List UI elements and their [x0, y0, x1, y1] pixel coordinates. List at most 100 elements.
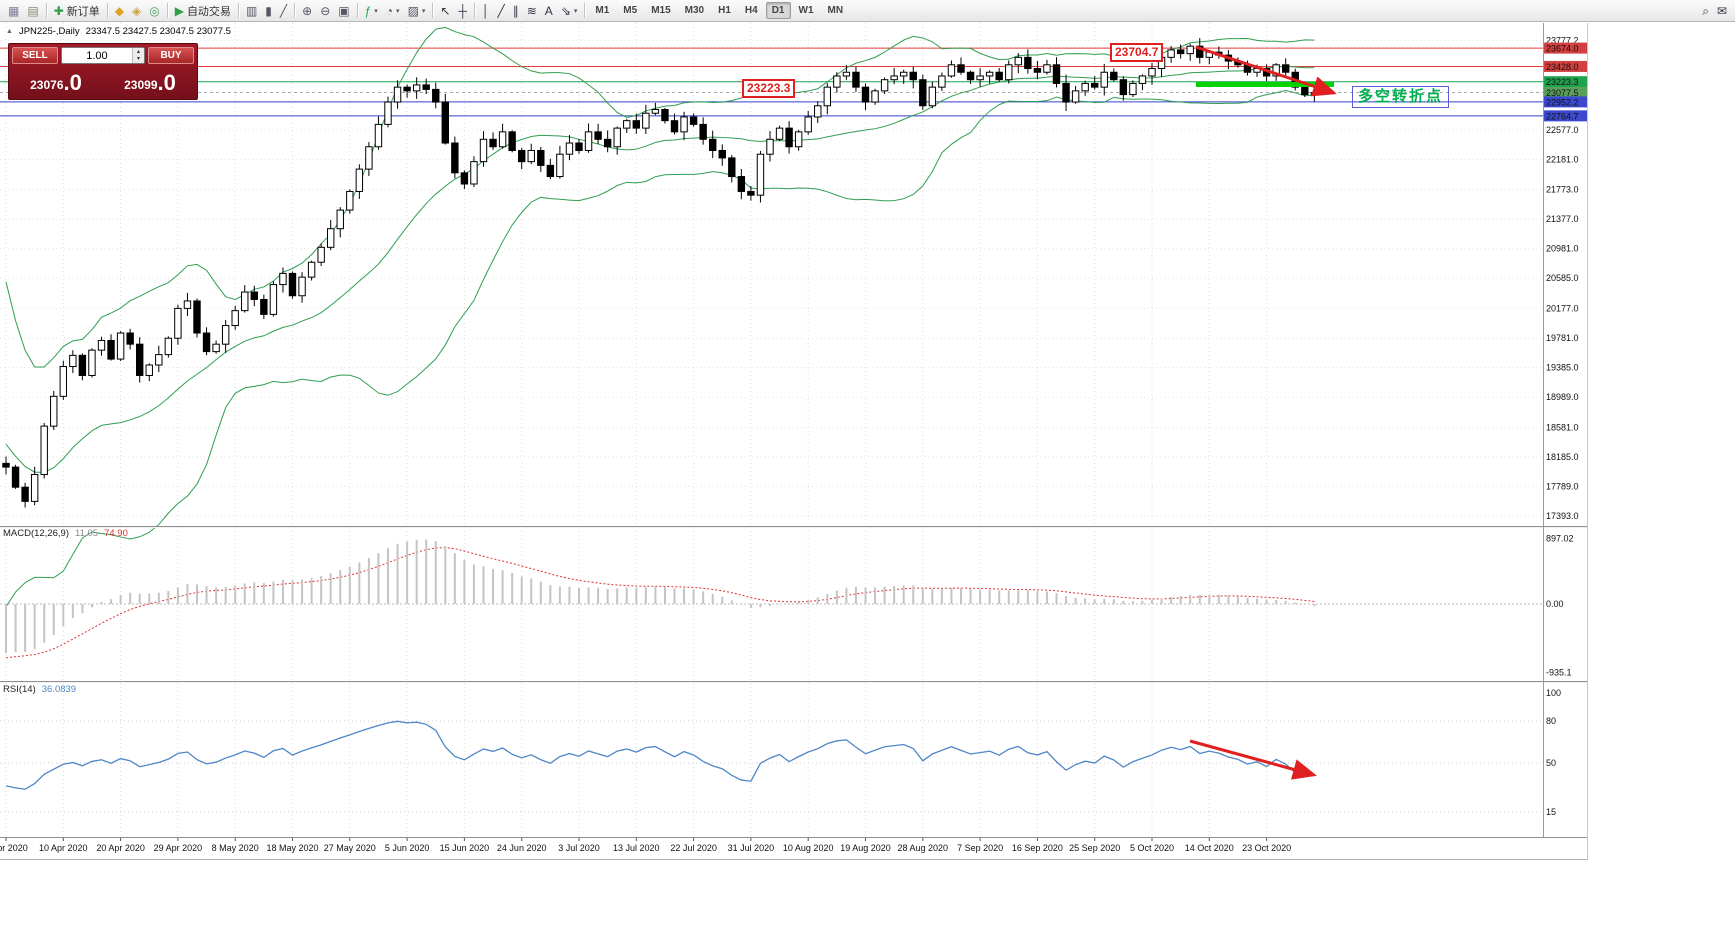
data-window-button[interactable]: ◈: [128, 0, 145, 21]
vertical-line-icon: │: [482, 3, 490, 18]
timeframe-m30[interactable]: M30: [684, 5, 705, 16]
search-button[interactable]: ⌕: [1698, 0, 1713, 21]
svg-text:17789.0: 17789.0: [1546, 482, 1579, 492]
dropdown-arrow-icon: ▾: [421, 7, 426, 15]
cursor-icon: ↖: [440, 3, 451, 18]
profiles-icon: ▤: [27, 3, 39, 18]
svg-text:897.02: 897.02: [1546, 534, 1574, 544]
svg-text:27 May 2020: 27 May 2020: [324, 843, 376, 853]
svg-text:10 Aug 2020: 10 Aug 2020: [783, 843, 834, 853]
one-click-trading-panel: SELL ▴ ▾ BUY 23076 .0 23099 .0: [8, 43, 198, 100]
templates-button[interactable]: ▨ ▾: [404, 0, 430, 21]
toolbar-button-groups: ▦ ▤ ✚ 新订单 ◆ ◈ ◎ ▶ 自动交易 ▥ ▮ ╱ ⊕ ⊖ ▣ ƒ ▾ ◔ ▾ ▨ ▾ ↖ ┼ │ ╱ ∥ ≋ A ⇘ ▾: [4, 0, 581, 21]
bar-chart-button[interactable]: ▥: [242, 0, 261, 21]
svg-text:18 May 2020: 18 May 2020: [266, 843, 318, 853]
volume-up-icon[interactable]: ▴: [132, 48, 144, 56]
indicators-button[interactable]: ƒ ▾: [361, 0, 382, 21]
auto-trading-icon: ▶: [174, 3, 184, 18]
price-axis[interactable]: 23777.2 22577.0 22181.0 21773.0 21377.0 20981…: [1544, 35, 1587, 817]
crosshair-button[interactable]: ┼: [454, 0, 471, 21]
svg-text:5 Jun 2020: 5 Jun 2020: [385, 843, 430, 853]
svg-text:1 Apr 2020: 1 Apr 2020: [0, 843, 28, 853]
svg-text:23674.0: 23674.0: [1546, 44, 1579, 54]
price-label-annotation-1[interactable]: 23704.7: [1110, 43, 1164, 62]
candlestick-chart-button[interactable]: ▮: [261, 0, 276, 21]
text-button[interactable]: A: [541, 0, 557, 21]
periods-button[interactable]: ◔ ▾: [382, 0, 404, 21]
macd-signal-line: [5, 547, 1315, 659]
bollinger-upper: [5, 26, 1315, 368]
svg-text:22764.7: 22764.7: [1546, 111, 1579, 121]
svg-text:22577.0: 22577.0: [1546, 125, 1579, 135]
chart-window: 1 Apr 2020 10 Apr 2020 20 Apr 2020 29 Apr 2…: [0, 23, 1588, 860]
volume-down-icon[interactable]: ▾: [132, 55, 144, 63]
channel-icon: ∥: [512, 3, 519, 18]
profiles-button[interactable]: ▤: [23, 0, 42, 21]
sell-button[interactable]: SELL: [12, 47, 58, 64]
timeframe-mn[interactable]: MN: [827, 5, 844, 16]
turning-point-note[interactable]: 多空转折点: [1352, 86, 1450, 108]
timeframe-h1[interactable]: H1: [718, 5, 731, 16]
macd-histogram: [5, 539, 1316, 654]
zoom-out-icon: ⊖: [320, 3, 331, 18]
fibonacci-button[interactable]: ≋: [523, 0, 541, 21]
zoom-in-button[interactable]: ⊕: [298, 0, 316, 21]
chat-button[interactable]: ✉: [1713, 0, 1731, 21]
toolbar-right-group: ⌕ ✉: [1698, 0, 1731, 21]
svg-text:15 Jun 2020: 15 Jun 2020: [440, 843, 490, 853]
new-order-button[interactable]: ✚ 新订单: [50, 0, 104, 21]
auto-trading-button[interactable]: ▶ 自动交易: [171, 0, 235, 21]
dropdown-arrow-icon: ▾: [573, 7, 578, 15]
svg-text:14 Oct 2020: 14 Oct 2020: [1185, 843, 1234, 853]
tile-windows-button[interactable]: ▣: [334, 0, 353, 21]
macd-signal-value: 74.90: [104, 528, 128, 539]
indicators-icon: ƒ: [364, 3, 372, 18]
timeframe-d1[interactable]: D1: [765, 2, 791, 19]
svg-text:19781.0: 19781.0: [1546, 333, 1579, 343]
macd-pane: [0, 547, 1543, 659]
data-window-icon: ◈: [131, 3, 142, 18]
svg-text:18185.0: 18185.0: [1546, 452, 1579, 462]
channel-button[interactable]: ∥: [509, 0, 523, 21]
bollinger-lower: [5, 89, 1315, 608]
date-axis[interactable]: 1 Apr 2020 10 Apr 2020 20 Apr 2020 29 Apr 2…: [0, 837, 1291, 853]
navigator-icon: ◎: [149, 3, 160, 18]
downtrend-arrow[interactable]: [1195, 45, 1337, 97]
chart-title-bar: ▲ JPN225-,Daily 23347.5 23427.5 23047.5 …: [6, 26, 231, 37]
timeframe-h4[interactable]: H4: [744, 5, 758, 16]
svg-text:0.00: 0.00: [1546, 599, 1564, 609]
rsi-downtrend-arrow[interactable]: [1189, 739, 1317, 780]
navigator-button[interactable]: ◎: [145, 0, 163, 21]
svg-text:15: 15: [1546, 807, 1556, 817]
volume-stepper[interactable]: ▴ ▾: [131, 48, 144, 63]
svg-text:17393.0: 17393.0: [1546, 511, 1579, 521]
new-chart-button[interactable]: ▦: [4, 0, 23, 21]
toolbar-separator: [106, 3, 108, 18]
svg-text:19385.0: 19385.0: [1546, 363, 1579, 373]
timeframe-m1[interactable]: M1: [595, 5, 610, 16]
new-chart-icon: ▦: [8, 3, 20, 18]
chart-canvas[interactable]: 1 Apr 2020 10 Apr 2020 20 Apr 2020 29 Apr 2…: [0, 23, 1588, 860]
buy-button[interactable]: BUY: [148, 47, 194, 64]
dropdown-arrow-icon: ▾: [374, 7, 378, 15]
zoom-out-button[interactable]: ⊖: [316, 0, 334, 21]
vertical-line-button[interactable]: │: [478, 0, 494, 21]
collapse-chart-icon[interactable]: ▲: [6, 28, 13, 35]
toolbar-separator: [432, 3, 434, 18]
market-watch-button[interactable]: ◆: [111, 0, 128, 21]
timeframe-m15[interactable]: M15: [651, 5, 671, 16]
price-label-annotation-2[interactable]: 23223.3: [742, 79, 796, 98]
market-watch-icon: ◆: [114, 3, 124, 18]
arrows-button[interactable]: ⇘ ▾: [557, 0, 582, 21]
trendline-button[interactable]: ╱: [494, 0, 509, 21]
line-chart-button[interactable]: ╱: [276, 0, 291, 21]
cursor-button[interactable]: ↖: [436, 0, 454, 21]
svg-text:29 Apr 2020: 29 Apr 2020: [154, 843, 203, 853]
macd-name: MACD(12,26,9): [3, 528, 69, 539]
timeframes-toolbar: M1 M5 M15 M30 H1 H4 D1 W1 MN: [588, 2, 850, 19]
volume-input[interactable]: [62, 48, 132, 63]
sell-price: 23076 .0: [9, 66, 103, 97]
buy-price: 23099 .0: [103, 66, 197, 97]
timeframe-w1[interactable]: W1: [798, 5, 814, 16]
timeframe-m5[interactable]: M5: [623, 5, 638, 16]
